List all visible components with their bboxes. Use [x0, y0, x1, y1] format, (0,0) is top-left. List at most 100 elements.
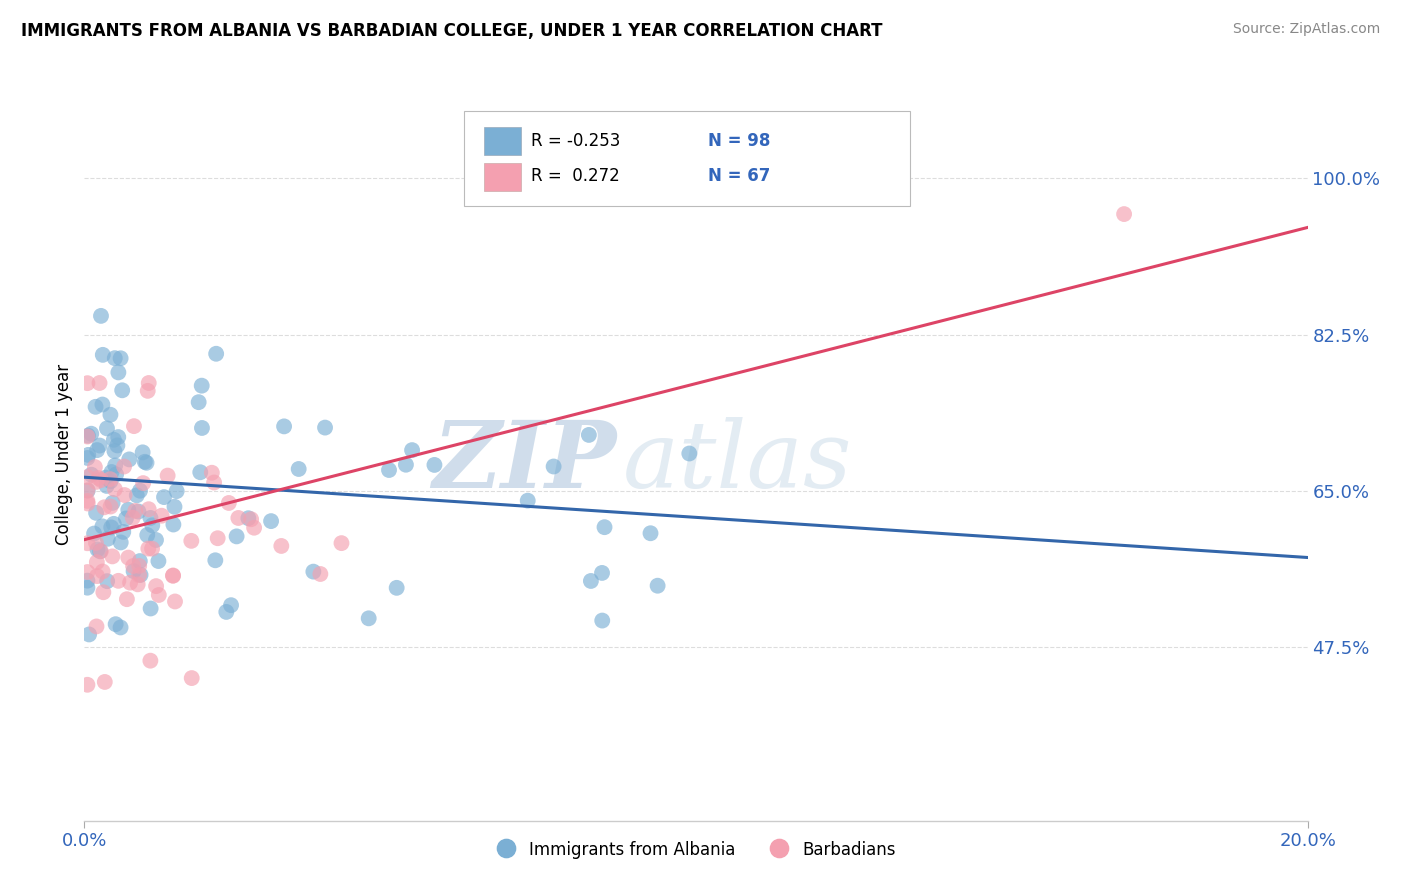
Point	[153, 490, 176, 504]
Point	[202, 475, 225, 490]
Point	[117, 502, 139, 516]
Point	[132, 476, 155, 491]
Point	[112, 459, 135, 474]
Point	[76, 536, 98, 550]
Point	[218, 496, 240, 510]
Point	[83, 460, 105, 475]
Point	[139, 654, 162, 668]
Point	[135, 456, 157, 470]
Point	[101, 549, 124, 564]
Point	[163, 500, 186, 514]
Point	[134, 455, 156, 469]
Point	[76, 581, 98, 595]
Point	[115, 592, 138, 607]
Point	[205, 347, 228, 361]
Point	[76, 450, 98, 465]
Point	[302, 565, 325, 579]
Point	[127, 504, 149, 518]
Point	[86, 475, 108, 489]
Point	[131, 445, 153, 459]
Point	[187, 395, 209, 409]
Point	[273, 419, 295, 434]
Point	[94, 675, 117, 690]
Text: Source: ZipAtlas.com: Source: ZipAtlas.com	[1233, 22, 1381, 37]
Bar	[484, 163, 522, 191]
Text: N = 98: N = 98	[709, 132, 770, 151]
Point	[84, 506, 107, 520]
Point	[188, 465, 211, 479]
Point	[180, 671, 202, 685]
Point	[122, 564, 145, 578]
Point	[105, 467, 128, 482]
Point	[76, 494, 98, 508]
Point	[110, 620, 132, 634]
Point	[107, 365, 129, 379]
Point	[94, 470, 117, 484]
Point	[139, 601, 162, 615]
Point	[100, 408, 122, 422]
Bar	[484, 128, 522, 155]
Point	[201, 466, 224, 480]
Point	[96, 574, 118, 589]
Point	[162, 568, 184, 582]
Point	[162, 568, 184, 582]
Point	[238, 511, 260, 525]
Point	[138, 502, 160, 516]
Point	[593, 520, 616, 534]
Point	[76, 483, 98, 498]
Point	[579, 574, 602, 588]
Point	[93, 585, 115, 599]
Point	[80, 426, 103, 441]
Point	[83, 526, 105, 541]
Point	[90, 473, 112, 487]
Point	[89, 438, 111, 452]
Point	[104, 617, 127, 632]
Point	[578, 428, 600, 442]
Point	[104, 482, 127, 496]
Point	[385, 581, 408, 595]
Point	[111, 384, 134, 398]
Point	[101, 496, 124, 510]
Point	[76, 376, 98, 391]
Point	[125, 488, 148, 502]
Point	[678, 446, 700, 460]
Point	[86, 443, 108, 458]
Text: N = 67: N = 67	[709, 168, 770, 186]
Point	[107, 430, 129, 444]
Point	[118, 452, 141, 467]
Point	[591, 614, 613, 628]
Point	[76, 678, 98, 692]
Point	[90, 544, 112, 558]
Point	[156, 468, 179, 483]
Point	[127, 577, 149, 591]
Point	[86, 619, 108, 633]
Text: ZIP: ZIP	[432, 417, 616, 508]
Point	[117, 550, 139, 565]
Point	[145, 579, 167, 593]
Point	[115, 511, 138, 525]
Point	[100, 474, 122, 488]
Point	[77, 448, 100, 462]
Point	[91, 348, 114, 362]
Point	[136, 528, 159, 542]
Point	[90, 309, 112, 323]
Point	[91, 398, 114, 412]
Point	[139, 511, 162, 525]
Point	[77, 627, 100, 641]
Point	[84, 400, 107, 414]
Point	[287, 462, 309, 476]
Point	[191, 421, 214, 435]
Point	[1114, 207, 1136, 221]
Point	[516, 493, 538, 508]
Point	[148, 588, 170, 602]
Point	[86, 569, 108, 583]
Point	[77, 428, 100, 442]
Point	[93, 500, 115, 515]
Point	[107, 574, 129, 588]
Point	[98, 472, 121, 486]
Text: IMMIGRANTS FROM ALBANIA VS BARBADIAN COLLEGE, UNDER 1 YEAR CORRELATION CHART: IMMIGRANTS FROM ALBANIA VS BARBADIAN COL…	[21, 22, 883, 40]
Point	[87, 471, 110, 485]
Point	[100, 500, 122, 514]
Point	[395, 458, 418, 472]
Point	[96, 479, 118, 493]
